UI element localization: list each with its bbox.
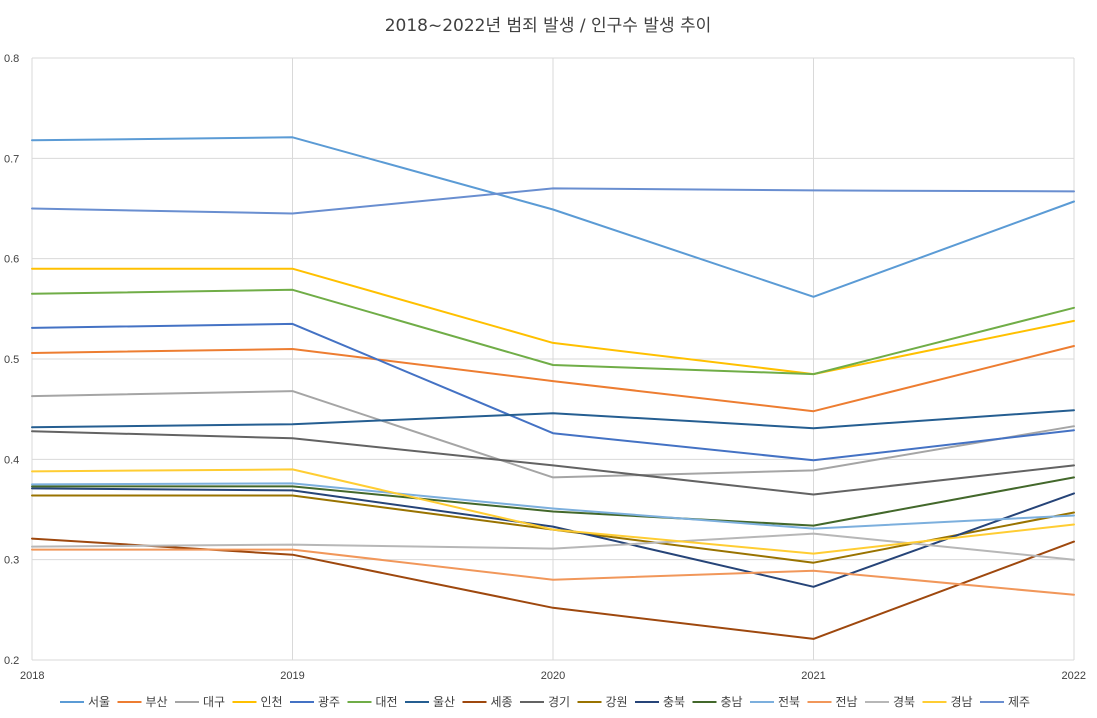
legend-label: 부산 <box>146 695 168 709</box>
series-line-5 <box>31 322 1075 462</box>
legend-item[interactable]: 서울 <box>60 695 110 709</box>
series-line-15 <box>31 532 1075 561</box>
series-line-12 <box>31 476 1075 527</box>
legend-label: 인천 <box>261 694 283 709</box>
series-line-16 <box>31 468 1075 555</box>
legend-item[interactable]: 제주 <box>980 695 1030 709</box>
legend-label: 전남 <box>836 695 858 709</box>
legend-label: 광주 <box>318 695 340 709</box>
legend-label: 전북 <box>778 695 800 709</box>
series-line-11 <box>31 487 1075 588</box>
legend-item[interactable]: 부산 <box>117 695 168 709</box>
legend-label: 강원 <box>606 695 628 709</box>
legend-label: 서울 <box>88 695 110 709</box>
legend-item[interactable]: 울산 <box>405 695 455 709</box>
legend: 서울 부산 대구 인천 광주 대전 울산 세종 경기 강원 충북 충남 전북 전남 경북 경남 제주 <box>60 694 1030 709</box>
x-tick-label: 2020 <box>541 670 565 682</box>
legend-label: 울산 <box>433 695 455 709</box>
legend-item[interactable]: 경기 <box>520 695 570 709</box>
legend-item[interactable]: 경북 <box>865 695 915 709</box>
x-tick-label: 2019 <box>280 670 304 682</box>
legend-label: 제주 <box>1008 695 1030 709</box>
legend-label: 충북 <box>663 695 685 709</box>
legend-label: 경남 <box>951 695 973 709</box>
y-tick-label: 0.8 <box>4 53 19 65</box>
legend-item[interactable]: 충남 <box>692 695 743 709</box>
y-tick-label: 0.2 <box>4 655 19 667</box>
legend-item[interactable]: 인천 <box>232 694 283 709</box>
axes: 0.2 0.3 0.4 0.5 0.6 0.7 0.8 2018 2019 2020 2021 202… <box>4 53 1086 682</box>
series-line-1 <box>31 136 1075 298</box>
x-tick-label: 2021 <box>801 670 825 682</box>
x-tick-label: 2018 <box>20 670 44 682</box>
y-tick-label: 0.6 <box>4 254 19 266</box>
series-line-14 <box>31 548 1075 596</box>
y-tick-label: 0.7 <box>4 153 19 165</box>
x-tick-label: 2022 <box>1062 670 1086 682</box>
legend-item[interactable]: 강원 <box>577 695 628 709</box>
series-line-4 <box>31 267 1075 376</box>
legend-item[interactable]: 경남 <box>922 695 973 709</box>
series-line-2 <box>31 345 1075 413</box>
legend-item[interactable]: 전북 <box>750 695 800 709</box>
legend-label: 대전 <box>376 695 398 709</box>
grid <box>31 57 1075 661</box>
series-line-13 <box>31 482 1075 530</box>
legend-label: 충남 <box>721 695 743 709</box>
y-tick-label: 0.4 <box>4 454 19 466</box>
legend-item[interactable]: 전남 <box>807 695 858 709</box>
series-line-9 <box>31 430 1075 496</box>
legend-item[interactable]: 광주 <box>290 695 340 709</box>
legend-item[interactable]: 대전 <box>347 695 398 709</box>
y-tick-label: 0.5 <box>4 354 19 366</box>
series-line-3 <box>31 390 1075 479</box>
legend-item[interactable]: 충북 <box>635 695 685 709</box>
legend-label: 경기 <box>548 695 570 709</box>
y-tick-label: 0.3 <box>4 555 19 567</box>
legend-label: 세종 <box>491 695 513 709</box>
legend-label: 대구 <box>203 695 225 709</box>
legend-item[interactable]: 세종 <box>462 695 513 709</box>
series-line-7 <box>31 409 1075 430</box>
series-line-6 <box>31 288 1075 376</box>
series-line-17 <box>31 187 1075 215</box>
chart-title: 2018~2022년 범죄 발생 / 인구수 발생 추이 <box>385 16 712 36</box>
series-lines <box>31 136 1075 640</box>
legend-label: 경북 <box>893 695 915 709</box>
legend-item[interactable]: 대구 <box>175 695 225 709</box>
